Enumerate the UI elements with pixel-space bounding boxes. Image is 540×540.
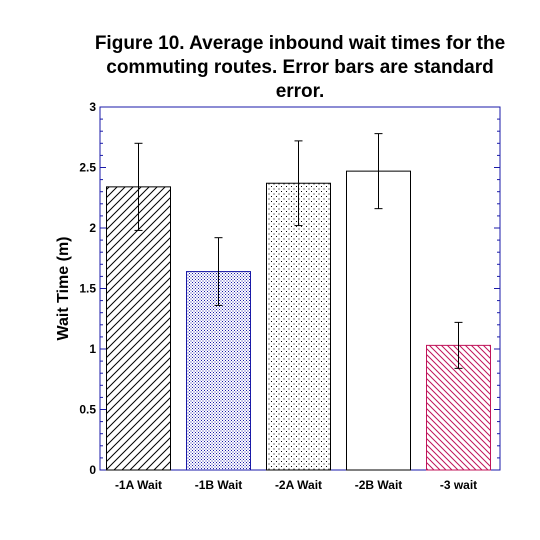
x-category-label: -1B Wait <box>195 478 243 492</box>
chart-title: Figure 10. Average inbound wait times fo… <box>94 33 506 102</box>
bar <box>266 182 331 471</box>
x-category-label: -2A Wait <box>275 478 322 492</box>
y-tick-label: 2.5 <box>79 161 96 175</box>
x-category-label: -2B Wait <box>355 478 403 492</box>
y-axis-label: Wait Time (m) <box>55 236 72 340</box>
y-tick-label: 3 <box>89 100 96 114</box>
bar <box>346 170 411 471</box>
y-tick-label: 1 <box>89 342 96 356</box>
y-tick-label: 0 <box>89 463 96 477</box>
x-category-label: -1A Wait <box>115 478 162 492</box>
x-category-label: -3 wait <box>440 478 477 492</box>
bar <box>106 186 171 471</box>
y-tick-label: 0.5 <box>79 403 96 417</box>
y-tick-label: 2 <box>89 221 96 235</box>
y-tick-label: 1.5 <box>79 282 96 296</box>
